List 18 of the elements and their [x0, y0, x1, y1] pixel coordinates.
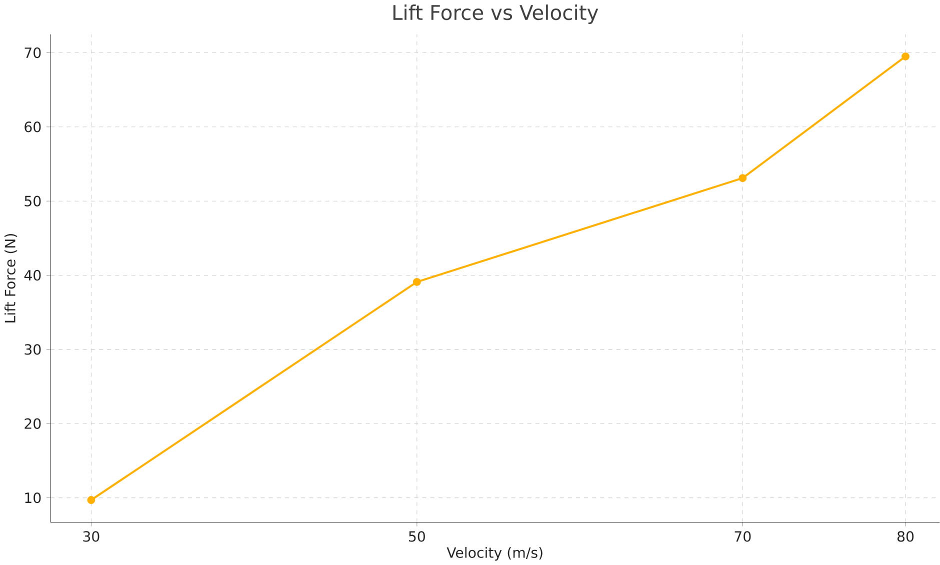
y-tick-label: 50 — [24, 196, 41, 206]
x-tick-label: 30 — [83, 531, 100, 542]
y-axis-title: Lift Force (N) — [4, 234, 18, 322]
y-tick-label: 60 — [24, 121, 41, 132]
point — [412, 278, 421, 286]
y-tick-label: 40 — [24, 270, 41, 281]
y-tick-label: 20 — [24, 418, 41, 429]
x-tick-label: 50 — [409, 531, 425, 542]
y-tick-label: 10 — [25, 492, 41, 504]
x-axis-title: Velocity (m/s) — [446, 546, 542, 561]
point — [738, 174, 747, 182]
point — [87, 496, 96, 504]
y-tick-label: 30 — [24, 344, 41, 355]
chart-title: Lift Force vs Velocity — [393, 4, 598, 24]
y-tick-label: 70 — [24, 47, 41, 58]
x-tick-label: 80 — [897, 531, 914, 542]
x-tick-label: 70 — [734, 531, 751, 542]
point — [902, 52, 910, 60]
